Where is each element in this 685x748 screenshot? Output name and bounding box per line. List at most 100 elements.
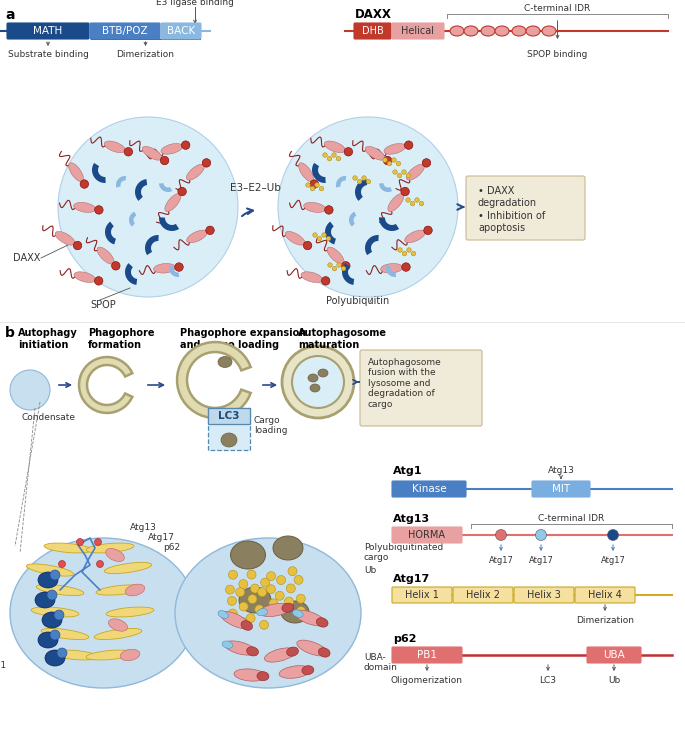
- Ellipse shape: [324, 141, 345, 153]
- Circle shape: [247, 570, 256, 579]
- Circle shape: [404, 141, 413, 150]
- Ellipse shape: [388, 194, 403, 212]
- Ellipse shape: [285, 231, 305, 245]
- Ellipse shape: [45, 650, 65, 666]
- Ellipse shape: [187, 230, 207, 243]
- Text: Atg17: Atg17: [393, 574, 430, 584]
- Polygon shape: [116, 176, 126, 188]
- Polygon shape: [379, 218, 399, 231]
- Text: Atg17: Atg17: [148, 533, 175, 542]
- Ellipse shape: [281, 601, 309, 623]
- Ellipse shape: [318, 369, 328, 377]
- FancyBboxPatch shape: [392, 647, 462, 663]
- Circle shape: [225, 585, 234, 594]
- Circle shape: [58, 560, 66, 568]
- Polygon shape: [355, 179, 367, 201]
- FancyBboxPatch shape: [7, 23, 89, 39]
- Ellipse shape: [495, 26, 509, 36]
- Ellipse shape: [327, 247, 344, 264]
- Circle shape: [297, 607, 306, 616]
- FancyBboxPatch shape: [532, 481, 590, 497]
- Ellipse shape: [74, 203, 96, 212]
- Circle shape: [47, 590, 57, 600]
- FancyBboxPatch shape: [392, 481, 466, 497]
- Text: UBA-
domain: UBA- domain: [364, 653, 398, 672]
- Ellipse shape: [221, 611, 250, 628]
- Circle shape: [255, 605, 264, 614]
- Polygon shape: [135, 179, 147, 201]
- Circle shape: [424, 226, 432, 235]
- Ellipse shape: [36, 584, 84, 595]
- FancyBboxPatch shape: [466, 176, 585, 240]
- Circle shape: [325, 206, 333, 214]
- Circle shape: [321, 277, 330, 285]
- Text: Phagophore
formation: Phagophore formation: [88, 328, 155, 349]
- Ellipse shape: [241, 621, 253, 631]
- FancyBboxPatch shape: [161, 23, 201, 39]
- Ellipse shape: [104, 141, 125, 153]
- Polygon shape: [325, 221, 336, 245]
- Ellipse shape: [221, 433, 237, 447]
- Circle shape: [57, 648, 67, 658]
- Circle shape: [303, 242, 312, 250]
- Circle shape: [278, 117, 458, 297]
- Circle shape: [342, 262, 350, 270]
- Circle shape: [398, 248, 402, 252]
- Text: C-terminal IDR: C-terminal IDR: [525, 4, 590, 13]
- Circle shape: [384, 156, 392, 165]
- Circle shape: [402, 263, 410, 272]
- Circle shape: [397, 174, 401, 178]
- Circle shape: [227, 596, 236, 605]
- Ellipse shape: [51, 650, 99, 660]
- Circle shape: [422, 159, 431, 167]
- Text: Atg17: Atg17: [529, 556, 553, 565]
- Text: Ub: Ub: [364, 566, 376, 575]
- Ellipse shape: [38, 632, 58, 648]
- Ellipse shape: [282, 603, 294, 613]
- Ellipse shape: [234, 669, 266, 681]
- Circle shape: [383, 158, 387, 162]
- Ellipse shape: [44, 543, 92, 553]
- Circle shape: [414, 197, 419, 202]
- Text: Dimerization: Dimerization: [576, 616, 634, 625]
- Ellipse shape: [10, 538, 196, 688]
- Ellipse shape: [259, 604, 291, 616]
- Circle shape: [238, 618, 247, 627]
- Circle shape: [246, 613, 255, 623]
- Circle shape: [258, 588, 266, 597]
- Ellipse shape: [165, 194, 181, 212]
- Circle shape: [282, 346, 354, 418]
- Text: MATH: MATH: [34, 26, 62, 36]
- Circle shape: [58, 117, 238, 297]
- Text: DAXX: DAXX: [12, 253, 40, 263]
- Circle shape: [261, 578, 270, 587]
- Text: Polyubiquitinated
cargo: Polyubiquitinated cargo: [364, 543, 443, 562]
- Circle shape: [50, 570, 60, 580]
- Text: Helix 1: Helix 1: [405, 590, 439, 600]
- Circle shape: [310, 180, 319, 188]
- Circle shape: [95, 277, 103, 285]
- Circle shape: [95, 539, 101, 545]
- Ellipse shape: [105, 548, 125, 562]
- Ellipse shape: [161, 144, 182, 154]
- Ellipse shape: [26, 564, 74, 576]
- Polygon shape: [312, 163, 325, 183]
- Ellipse shape: [450, 26, 464, 36]
- Polygon shape: [92, 163, 105, 183]
- Text: Atg13: Atg13: [393, 514, 430, 524]
- Circle shape: [297, 594, 306, 603]
- Ellipse shape: [299, 163, 314, 182]
- FancyBboxPatch shape: [392, 587, 452, 603]
- Ellipse shape: [42, 612, 62, 628]
- Ellipse shape: [225, 641, 256, 655]
- Circle shape: [292, 356, 344, 408]
- Ellipse shape: [295, 610, 325, 626]
- Ellipse shape: [384, 144, 406, 154]
- Circle shape: [124, 147, 133, 156]
- Ellipse shape: [302, 666, 314, 675]
- Circle shape: [286, 584, 295, 593]
- Circle shape: [275, 591, 284, 600]
- Circle shape: [284, 597, 294, 606]
- Circle shape: [366, 180, 371, 184]
- Polygon shape: [379, 183, 392, 192]
